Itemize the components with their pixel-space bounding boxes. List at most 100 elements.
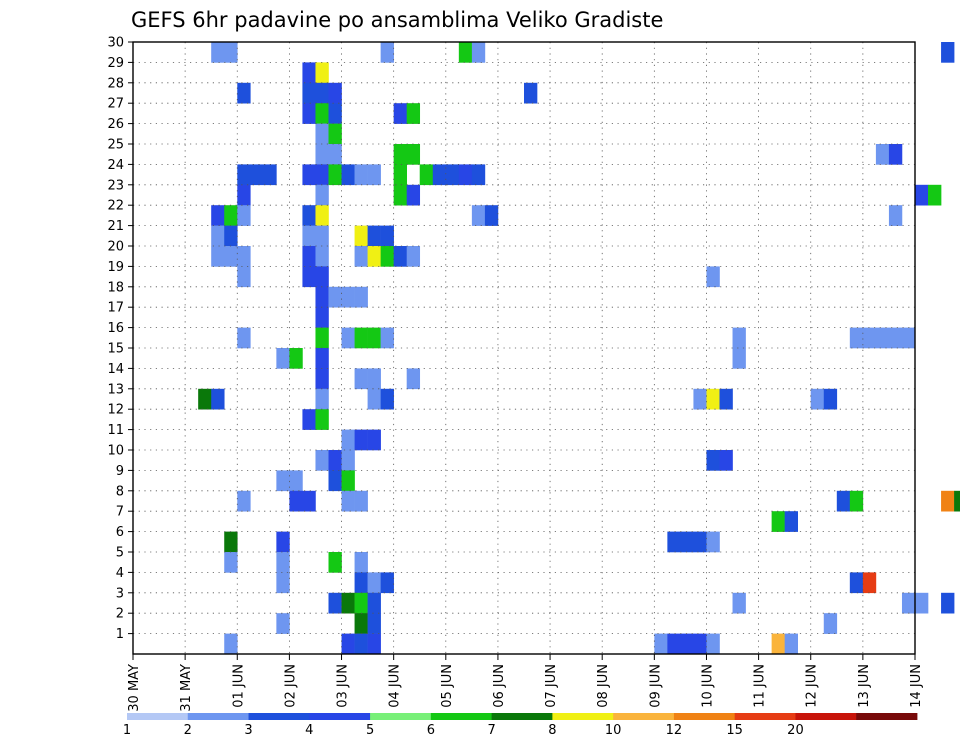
heatmap-cell (706, 388, 720, 410)
heatmap-cell (315, 266, 329, 288)
heatmap-cell (198, 388, 212, 410)
heatmap-cell (719, 450, 733, 471)
heatmap-cell (380, 246, 394, 267)
heatmap-cell (354, 490, 368, 512)
heatmap-cell (341, 164, 355, 186)
heatmap-cell (875, 327, 890, 349)
colorbar-swatch (430, 713, 493, 720)
heatmap-cell (341, 592, 355, 614)
y-tick-label: 17 (107, 301, 124, 316)
heatmap-cell (315, 184, 329, 206)
x-tick-label: 30 MAY (127, 664, 142, 712)
heatmap-cell (302, 103, 316, 124)
heatmap-cell (406, 144, 421, 165)
colorbar-label: 1 (123, 723, 131, 738)
heatmap-cell (328, 450, 342, 471)
heatmap-cell (315, 388, 329, 410)
heatmap-cell (224, 552, 238, 573)
heatmap-cell (315, 205, 329, 226)
colorbar-swatch (552, 713, 614, 720)
heatmap-cell (354, 429, 368, 451)
colorbar-swatch (734, 713, 796, 720)
colorbar-label: 10 (605, 723, 622, 738)
heatmap-cell (862, 327, 877, 349)
y-tick-label: 7 (116, 505, 124, 520)
heatmap-cell (367, 429, 381, 451)
colorbar-label: 20 (787, 723, 804, 738)
heatmap-cell (915, 184, 929, 206)
heatmap-cell (315, 82, 329, 104)
x-tick-label: 31 MAY (179, 664, 194, 712)
heatmap-cell (302, 266, 316, 288)
heatmap-cell (367, 633, 381, 655)
heatmap-cell (393, 103, 407, 124)
y-tick-label: 24 (107, 158, 124, 173)
heatmap-cell (693, 531, 707, 553)
y-tick-label: 13 (107, 382, 124, 397)
heatmap-cell (328, 592, 342, 614)
heatmap-cell (315, 144, 329, 165)
heatmap-cell (276, 470, 290, 492)
heatmap-cell (901, 327, 916, 349)
heatmap-cell (315, 246, 329, 267)
colorbar-label: 2 (184, 723, 192, 738)
heatmap-cells (198, 42, 960, 655)
heatmap-cell (445, 164, 460, 186)
x-tick-label: 06 JUN (492, 664, 507, 708)
heatmap-cell (315, 327, 329, 349)
heatmap-cell (888, 144, 903, 165)
heatmap-cell (328, 82, 342, 104)
y-tick-label: 29 (107, 56, 124, 71)
heatmap-cell (406, 184, 421, 206)
heatmap-cell (367, 225, 381, 247)
colorbar-swatch (248, 713, 310, 720)
colorbar: 1 2 3 4 5 6 7 8 10 12 15 20 (123, 713, 918, 738)
heatmap-cell (941, 592, 955, 614)
heatmap-cell (237, 184, 251, 206)
heatmap-cell (406, 246, 421, 267)
heatmap-cell (367, 164, 381, 186)
heatmap-cell (315, 348, 329, 369)
y-tick-label: 30 (107, 36, 124, 51)
colorbar-swatch (856, 713, 918, 720)
heatmap-cell (393, 184, 407, 206)
x-tick-label: 08 JUN (596, 664, 611, 708)
heatmap-cell (471, 42, 486, 63)
heatmap-cell (732, 348, 746, 369)
heatmap-cell (706, 633, 720, 655)
colorbar-swatch (370, 713, 432, 720)
heatmap-cell (354, 327, 368, 349)
colorbar-label: 8 (548, 723, 556, 738)
heatmap-cell (224, 42, 238, 63)
heatmap-cell (719, 388, 733, 410)
heatmap-cell (393, 144, 407, 165)
heatmap-cell (328, 552, 342, 573)
heatmap-cell (784, 511, 798, 532)
heatmap-cell (224, 633, 238, 655)
x-tick-label: 04 JUN (388, 664, 403, 708)
heatmap-cell (315, 450, 329, 471)
heatmap-cell (328, 144, 342, 165)
heatmap-cell (211, 246, 225, 267)
y-tick-label: 6 (116, 525, 124, 540)
heatmap-cell (315, 123, 329, 145)
heatmap-cell (211, 205, 225, 226)
colorbar-label: 3 (244, 723, 252, 738)
y-tick-label: 3 (116, 586, 124, 601)
heatmap-cell (302, 225, 316, 247)
heatmap-cell (810, 388, 825, 410)
heatmap-cell (237, 490, 251, 512)
heatmap-cell (250, 164, 264, 186)
heatmap-cell (302, 409, 316, 430)
heatmap-cell (458, 164, 473, 186)
heatmap-cell (928, 184, 942, 206)
heatmap-cell (289, 348, 303, 369)
heatmap-cell (341, 450, 355, 471)
x-tick-label: 11 JUN (753, 664, 768, 708)
y-tick-label: 5 (116, 546, 124, 561)
y-tick-label: 1 (116, 627, 124, 642)
heatmap-cell (224, 531, 238, 553)
heatmap-cell (849, 490, 864, 512)
x-tick-label: 14 JUN (909, 664, 924, 708)
colorbar-label: 12 (666, 723, 683, 738)
